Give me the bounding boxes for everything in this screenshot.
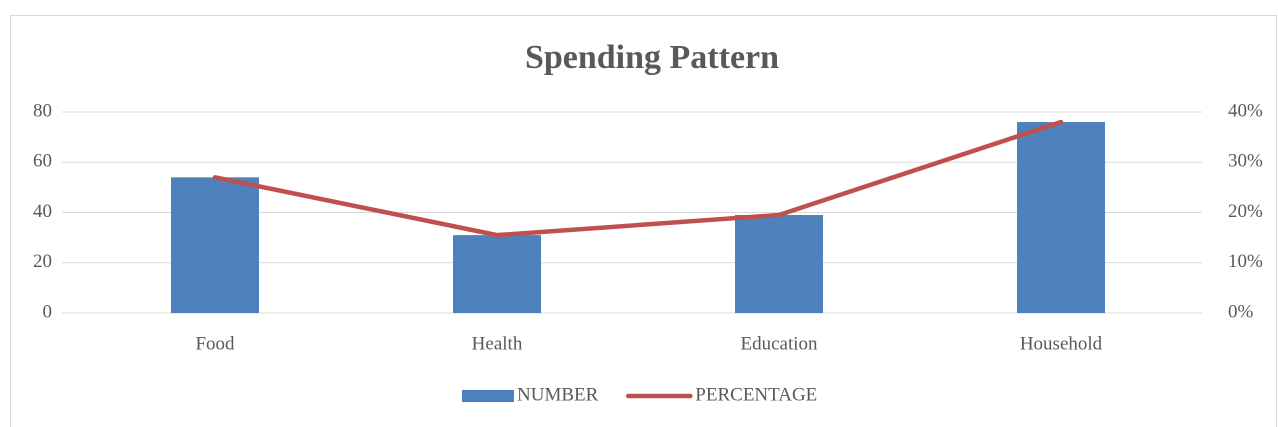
y-tick-label: 20 <box>33 251 52 272</box>
legend-label: PERCENTAGE <box>695 384 817 405</box>
x-tick-label: Food <box>195 333 235 354</box>
chart-title: Spending Pattern <box>525 39 779 76</box>
y2-tick-label: 20% <box>1228 201 1263 222</box>
y2-tick-label: 30% <box>1228 151 1263 172</box>
x-tick-label: Health <box>472 333 523 354</box>
y2-tick-label: 10% <box>1228 251 1263 272</box>
y2-tick-label: 0% <box>1228 301 1254 322</box>
line <box>212 119 1064 238</box>
y-tick-label: 0 <box>43 301 53 322</box>
legend-swatch <box>462 390 514 402</box>
y-tick-label: 80 <box>33 100 52 121</box>
bar <box>735 215 823 313</box>
y2-tick-label: 40% <box>1228 100 1263 121</box>
x-tick-label: Education <box>740 333 818 354</box>
bar <box>453 235 541 313</box>
bar <box>171 177 259 313</box>
y-tick-label: 60 <box>33 151 52 172</box>
legend-label: NUMBER <box>517 384 599 405</box>
y-tick-label: 40 <box>33 201 52 222</box>
x-tick-label: Household <box>1020 333 1103 354</box>
bar <box>1017 122 1105 313</box>
